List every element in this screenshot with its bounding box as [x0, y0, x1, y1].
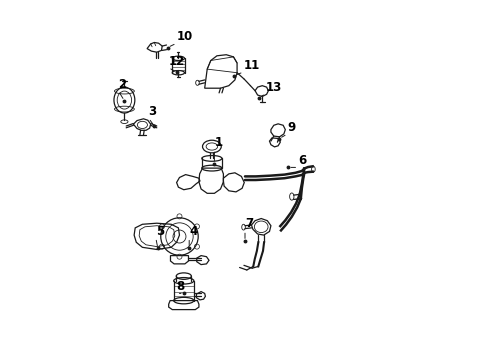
Text: 7: 7	[245, 217, 253, 230]
Text: 1: 1	[215, 136, 222, 149]
Text: 11: 11	[244, 59, 260, 72]
Text: 9: 9	[288, 121, 296, 134]
Text: 6: 6	[298, 154, 307, 167]
Text: 3: 3	[148, 105, 157, 118]
Text: 13: 13	[266, 81, 282, 94]
Text: 10: 10	[176, 30, 193, 43]
Text: 4: 4	[189, 225, 197, 238]
Text: 5: 5	[156, 225, 164, 238]
Text: 8: 8	[176, 280, 185, 293]
Text: 2: 2	[118, 78, 126, 91]
Text: 12: 12	[169, 55, 185, 68]
